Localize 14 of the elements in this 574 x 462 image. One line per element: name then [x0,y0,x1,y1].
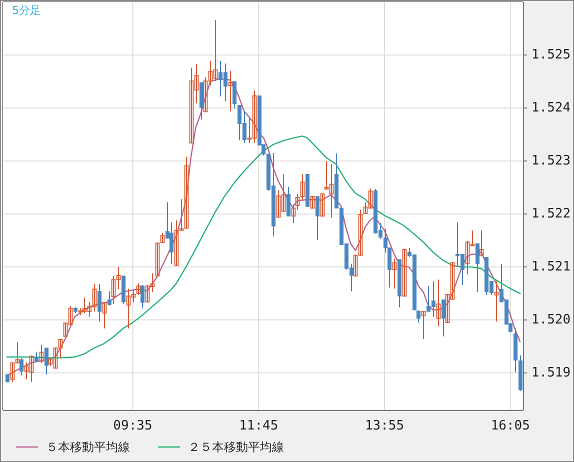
y-tick-label: 1.522 [531,206,571,222]
y-tick-label: 1.519 [531,365,571,380]
x-tick-label: 11:45 [239,418,278,434]
y-tick-label: 1.523 [531,153,571,168]
x-tick-label: 16:05 [490,418,530,434]
chart-title: 5分足 [12,4,41,17]
y-tick-label: 1.520 [531,312,571,328]
y-tick-label: 1.524 [531,100,571,116]
y-tick-label: 1.521 [531,259,571,274]
legend-label: ５本移動平均線 [46,440,130,454]
y-tick-label: 1.525 [531,47,571,62]
x-tick-label: 13:55 [364,418,404,434]
x-tick-label: 09:35 [113,418,152,434]
legend-label: ２５本移動平均線 [188,440,284,454]
